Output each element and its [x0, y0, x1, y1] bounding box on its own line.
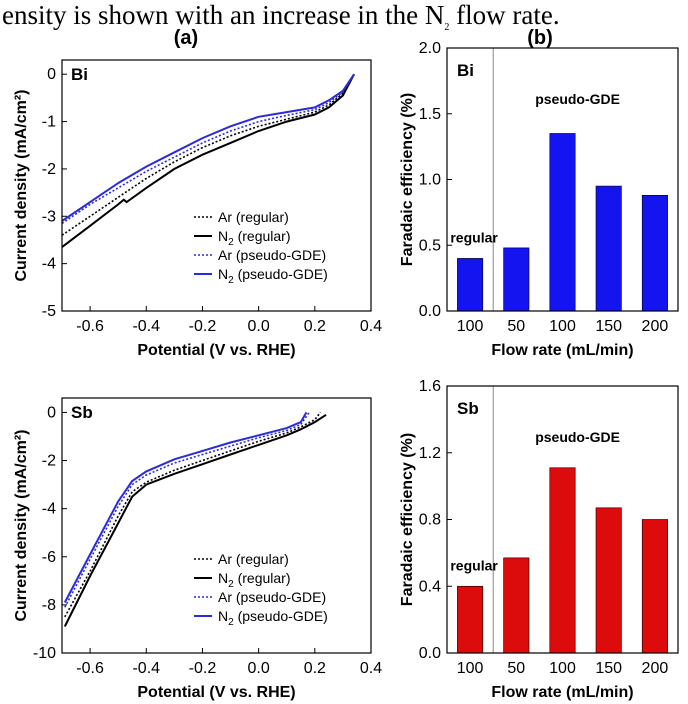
- series-line-1: [63, 413, 327, 627]
- bar: [549, 467, 576, 654]
- group-label-pseudo-gde: pseudo-GDE: [535, 429, 620, 445]
- y-tick-label: -10: [33, 645, 56, 662]
- group-label-pseudo-gde: pseudo-GDE: [535, 91, 620, 107]
- series-line-0: [61, 73, 355, 236]
- legend-entry: Ar (regular): [218, 209, 289, 225]
- x-tick-label: 100: [549, 318, 576, 335]
- x-tick-label: 0.0: [248, 660, 270, 677]
- x-axis-label: Potential (V vs. RHE): [137, 342, 295, 359]
- x-tick-label: 50: [507, 660, 525, 677]
- y-tick-label: 2.0: [419, 40, 441, 57]
- panel-label-b: (b): [527, 27, 553, 49]
- panel-label-a: (a): [174, 27, 198, 49]
- y-tick-label: -2: [42, 161, 56, 178]
- legend-entry: Ar (regular): [218, 551, 289, 567]
- y-tick-label: 1.0: [419, 172, 441, 189]
- y-axis-label: Current density (mA/cm²): [13, 89, 30, 281]
- bar: [641, 194, 668, 312]
- y-tick-label: 1.2: [419, 445, 441, 462]
- y-tick-label: 0.0: [419, 645, 441, 662]
- series-line-2: [64, 411, 310, 608]
- y-tick-label: 0.5: [419, 237, 441, 254]
- legend-entry: N2 (pseudo-GDE): [218, 608, 328, 628]
- legend-entry: N2 (regular): [218, 570, 290, 590]
- y-tick-label: 1.5: [419, 106, 441, 123]
- bar: [549, 133, 576, 312]
- x-tick-label: -0.4: [132, 660, 160, 677]
- x-tick-label: 0.4: [360, 318, 382, 335]
- legend-entry: N2 (regular): [218, 228, 290, 248]
- y-tick-label: 0.8: [419, 512, 441, 529]
- x-tick-label: -0.2: [189, 660, 217, 677]
- group-label-regular: regular: [450, 557, 498, 573]
- bar: [503, 557, 530, 654]
- series-line-2: [61, 73, 355, 225]
- legend-entry: N2 (pseudo-GDE): [218, 266, 328, 286]
- y-tick-label: 1.6: [419, 378, 441, 395]
- line-chart-2: -0.6 -0.4 -0.2 0.0 0.2 0.4 0 -2 -4 -6 -8 -10 Potenti…: [13, 403, 382, 701]
- x-tick-label: 0.4: [360, 660, 382, 677]
- x-tick-label: -0.4: [132, 318, 160, 335]
- element-annotation: Sb: [71, 403, 93, 422]
- x-tick-label: 0.0: [248, 318, 270, 335]
- line-chart-0: -0.6 -0.4 -0.2 0.0 0.2 0.4 0 -1 -2 -3 -4 -5 Potentia…: [13, 65, 382, 359]
- x-tick-label: 0.2: [304, 660, 326, 677]
- y-tick-label: 0: [47, 66, 56, 83]
- series-line-3: [61, 73, 355, 222]
- legend-entry: Ar (pseudo-GDE): [218, 589, 326, 605]
- y-axis-label: Faradaic efficiency (%): [399, 93, 416, 266]
- bar: [457, 258, 484, 312]
- caption-text: ensity is shown with an increase in the …: [2, 0, 560, 33]
- y-tick-label: -2: [42, 453, 56, 470]
- x-tick-label: 100: [457, 318, 484, 335]
- bar-chart-3-frame: [446, 385, 679, 654]
- y-tick-label: -3: [42, 208, 56, 225]
- bar-chart-3: 100 50 100 150 200 0.0 0.4 0.8 1.2 1.6 regular pseu…: [399, 378, 668, 701]
- series-line-0: [64, 411, 322, 618]
- x-axis-label: Potential (V vs. RHE): [137, 684, 295, 701]
- x-tick-label: 150: [595, 318, 622, 335]
- x-tick-label: 100: [457, 660, 484, 677]
- series-line-3: [63, 411, 308, 603]
- element-annotation: Sb: [457, 399, 479, 418]
- x-tick-label: -0.6: [76, 660, 104, 677]
- y-tick-label: 0.0: [419, 303, 441, 320]
- y-tick-label: -6: [42, 549, 56, 566]
- x-axis-label: Flow rate (mL/min): [491, 342, 633, 359]
- y-tick-label: 0: [47, 404, 56, 421]
- bar: [595, 185, 622, 312]
- x-tick-label: 200: [642, 660, 669, 677]
- y-axis-label: Faradaic efficiency (%): [399, 433, 416, 606]
- x-tick-label: 150: [595, 660, 622, 677]
- x-tick-label: 50: [507, 318, 525, 335]
- y-tick-label: -4: [42, 256, 56, 273]
- bar-chart-1-frame: [446, 47, 679, 312]
- x-axis-label: Flow rate (mL/min): [491, 684, 633, 701]
- line-chart-0-frame: [61, 59, 372, 312]
- y-tick-label: -4: [42, 501, 56, 518]
- y-tick-label: -1: [42, 114, 56, 131]
- y-tick-label: -8: [42, 597, 56, 614]
- series-line-1: [61, 73, 355, 248]
- legend-entry: Ar (pseudo-GDE): [218, 247, 326, 263]
- line-chart-2-frame: [61, 397, 372, 654]
- y-tick-label: -5: [42, 303, 56, 320]
- x-tick-label: -0.2: [189, 318, 217, 335]
- bar: [503, 247, 530, 312]
- y-tick-label: 0.4: [419, 578, 441, 595]
- element-annotation: Bi: [457, 61, 474, 80]
- bar: [457, 585, 484, 654]
- x-tick-label: 100: [549, 660, 576, 677]
- x-tick-label: 200: [642, 318, 669, 335]
- bar: [595, 507, 622, 654]
- bar: [641, 519, 668, 654]
- group-label-regular: regular: [450, 229, 498, 245]
- x-tick-label: -0.6: [76, 318, 104, 335]
- x-tick-label: 0.2: [304, 318, 326, 335]
- y-axis-label: Current density (mA/cm²): [13, 429, 30, 621]
- element-annotation: Bi: [71, 65, 88, 84]
